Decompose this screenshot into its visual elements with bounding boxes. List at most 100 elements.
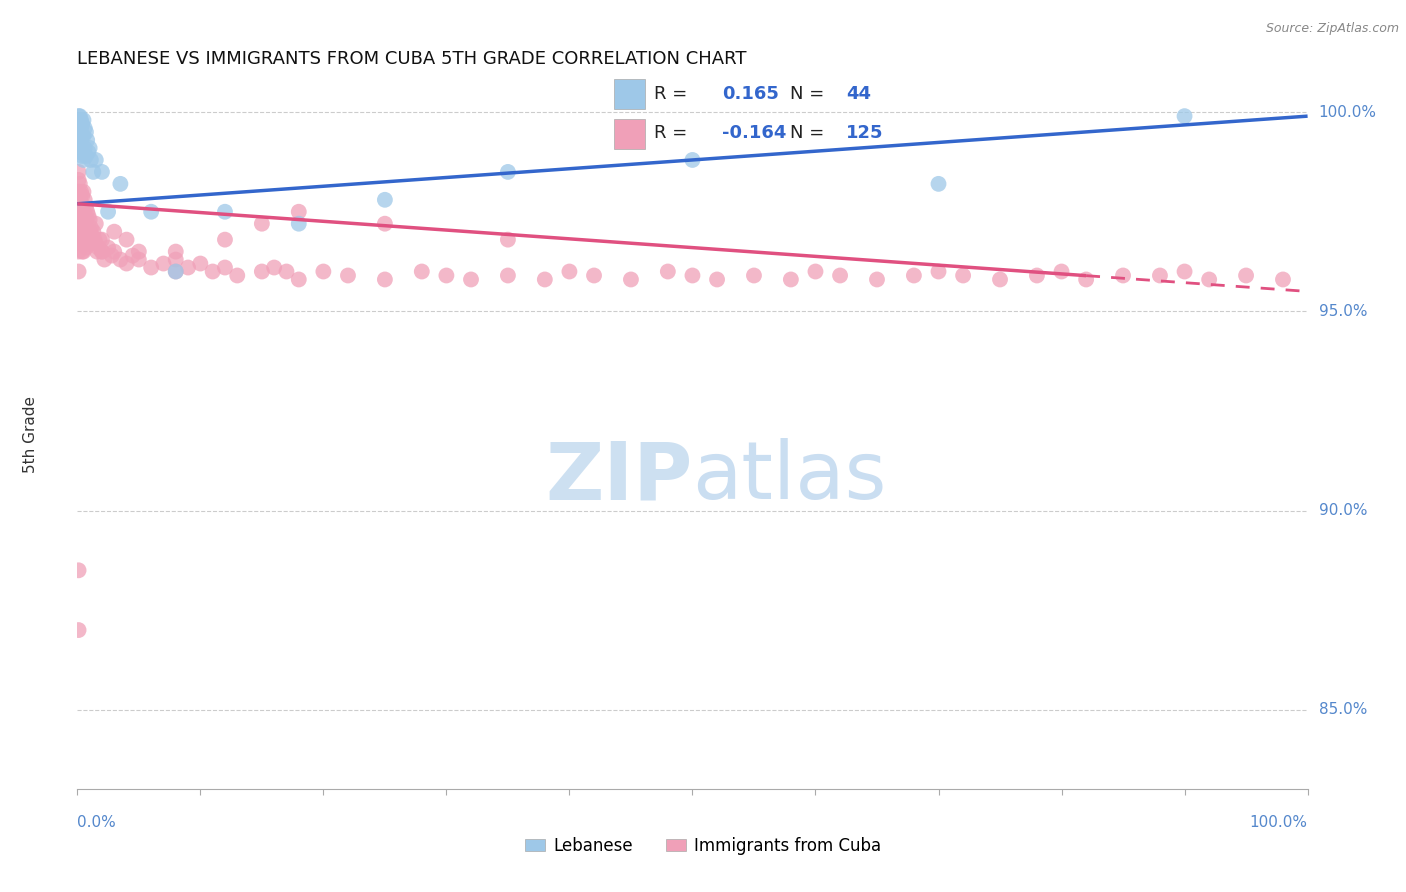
Point (165, 264, 187, 278)
Point (866, 272, 889, 286)
Point (141, 260, 163, 275)
Text: N =: N = (790, 86, 830, 103)
Point (903, 268, 925, 283)
Point (67, 117, 90, 131)
Point (374, 217, 396, 231)
Point (73, 233, 96, 247)
Point (67, 113, 90, 128)
Point (70, 189, 93, 203)
Point (70, 133, 93, 147)
Point (70, 204, 93, 219)
Point (72, 217, 94, 231)
Point (67, 204, 90, 219)
Point (165, 244, 187, 259)
Point (67, 173, 90, 187)
Point (67, 165, 90, 179)
Point (72, 129, 94, 144)
Point (276, 264, 298, 278)
Point (682, 268, 704, 283)
Point (1026, 268, 1049, 283)
Point (830, 268, 852, 283)
Point (214, 260, 236, 275)
Point (263, 260, 285, 275)
Point (67, 204, 90, 219)
Point (97, 204, 120, 219)
Point (1174, 264, 1197, 278)
Point (69, 193, 91, 207)
Point (101, 249, 124, 263)
Point (1272, 272, 1295, 286)
Point (70, 129, 93, 144)
Point (69, 109, 91, 123)
Point (70, 113, 93, 128)
Point (73, 212, 96, 227)
Text: 100.0%: 100.0% (1319, 104, 1376, 120)
Point (76, 225, 98, 239)
Point (72, 220, 94, 235)
Point (84, 153, 107, 167)
Point (1174, 109, 1197, 123)
Point (496, 268, 519, 283)
Point (141, 204, 163, 219)
Point (250, 264, 273, 278)
Point (67, 233, 90, 247)
Point (67, 225, 90, 239)
Point (103, 244, 125, 259)
Point (80, 153, 103, 167)
Point (128, 252, 150, 267)
Point (86, 244, 108, 259)
Text: atlas: atlas (693, 438, 887, 516)
Point (97, 241, 120, 255)
Point (706, 272, 728, 286)
Point (103, 225, 125, 239)
Text: N =: N = (790, 124, 830, 142)
Point (165, 264, 187, 278)
Point (115, 256, 138, 270)
Point (79, 212, 101, 227)
Point (67, 109, 90, 123)
Point (67, 129, 90, 144)
Point (583, 268, 606, 283)
Point (1050, 264, 1073, 278)
Point (70, 121, 93, 136)
Text: 85.0%: 85.0% (1319, 702, 1367, 717)
Point (75, 201, 97, 215)
Point (152, 256, 174, 270)
Text: Source: ZipAtlas.com: Source: ZipAtlas.com (1265, 22, 1399, 36)
Point (70, 149, 93, 163)
Point (93, 252, 115, 267)
Text: 90.0%: 90.0% (1319, 503, 1367, 518)
Text: 5th Grade: 5th Grade (22, 396, 38, 474)
Point (84, 236, 107, 251)
Point (226, 268, 249, 283)
Point (72, 185, 94, 199)
Point (72, 153, 94, 167)
Point (90, 165, 114, 179)
Point (90, 233, 114, 247)
Point (69, 133, 91, 147)
Point (76, 133, 98, 147)
Point (288, 217, 311, 231)
Point (952, 268, 974, 283)
Point (77, 233, 100, 247)
Point (67, 117, 90, 131)
Point (69, 204, 91, 219)
Point (780, 272, 803, 286)
Point (312, 264, 335, 278)
Point (411, 264, 433, 278)
Point (742, 268, 765, 283)
Point (73, 121, 96, 136)
Point (201, 264, 224, 278)
Point (82, 225, 104, 239)
Point (70, 185, 93, 199)
Point (69, 201, 91, 215)
Point (80, 220, 103, 235)
Point (79, 141, 101, 155)
Point (436, 268, 458, 283)
Point (70, 225, 93, 239)
Point (67, 563, 90, 577)
Point (67, 121, 90, 136)
Point (72, 244, 94, 259)
Point (214, 204, 236, 219)
Point (67, 136, 90, 151)
